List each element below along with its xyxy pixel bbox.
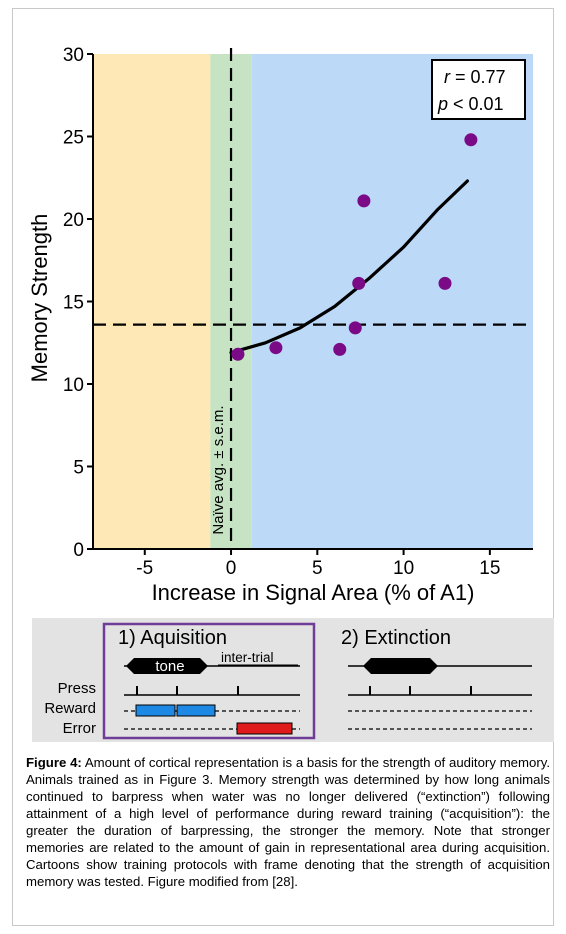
- r-symbol: r: [444, 67, 451, 87]
- x-tick-label: 10: [393, 558, 414, 579]
- reward-bar: [135, 704, 176, 717]
- tone-label: tone: [155, 658, 184, 675]
- caption-text: Amount of cortical representation is a b…: [26, 755, 551, 889]
- y-axis-label: Memory Strength: [27, 214, 52, 383]
- data-point: [438, 276, 452, 290]
- tick-labels: 0 5 10 15 20 25 30 -5 0 5 10 15: [63, 45, 501, 579]
- row-label-press: Press: [58, 680, 96, 697]
- x-tick-label: 5: [312, 558, 323, 579]
- x-tick-label: 15: [479, 558, 500, 579]
- naive-avg-label: Naïve avg. ± s.e.m.: [210, 405, 227, 534]
- protocol-panel-background: [32, 618, 554, 742]
- reference-lines: [93, 48, 533, 549]
- data-point: [357, 194, 371, 208]
- training-protocol-cartoon: 1) Aquisition 2) Extinction tone inter-t…: [32, 618, 554, 742]
- row-label-reward: Reward: [44, 700, 96, 717]
- svg-text:p < 0.01: p < 0.01: [437, 94, 504, 114]
- svg-text:r = 0.77: r = 0.77: [444, 67, 506, 87]
- fit-curve: [229, 179, 469, 355]
- x-axis-label: Increase in Signal Area (% of A1): [152, 580, 475, 605]
- y-tick-label: 15: [63, 293, 84, 314]
- intertrial-label: inter-trial: [221, 650, 274, 665]
- r-value: = 0.77: [450, 67, 506, 87]
- data-point: [464, 133, 478, 147]
- error-bar: [236, 722, 293, 735]
- acquisition-title: 1) Aquisition: [118, 627, 227, 649]
- acq-tone-block: [126, 658, 208, 674]
- x-tick-label: 0: [226, 558, 237, 579]
- y-tick-label: 5: [73, 458, 84, 479]
- stats-box: r = 0.77 p < 0.01: [431, 59, 526, 120]
- scatter-chart: 0 5 10 15 20 25 30 -5 0 5 10 15 Increase in Signal …: [27, 45, 533, 605]
- data-point: [348, 321, 362, 335]
- acquisition-frame: [102, 622, 316, 740]
- y-tick-label: 20: [63, 210, 84, 231]
- caption-label: Figure 4:: [26, 755, 82, 770]
- data-point: [333, 342, 347, 356]
- axes: [87, 53, 533, 555]
- y-tick-label: 0: [73, 540, 84, 561]
- data-point: [352, 276, 366, 290]
- fit-curve-layer: [229, 179, 469, 355]
- y-tick-label: 30: [63, 45, 84, 66]
- ext-tone-block: [363, 658, 438, 674]
- data-points: [231, 133, 478, 361]
- extinction-title: 2) Extinction: [341, 627, 451, 649]
- reward-bar: [176, 704, 216, 717]
- y-tick-label: 25: [63, 128, 84, 149]
- x-tick-label: -5: [136, 558, 153, 579]
- region-band-0: [93, 54, 211, 549]
- region-band-2: [251, 54, 533, 549]
- figure-caption: Figure 4: Amount of cortical representat…: [26, 754, 550, 890]
- background-regions: [93, 54, 533, 549]
- data-point: [231, 347, 245, 361]
- data-point: [269, 341, 283, 355]
- y-tick-label: 10: [63, 375, 84, 396]
- p-value: < 0.01: [448, 94, 504, 114]
- p-symbol: p: [437, 94, 448, 114]
- row-label-error: Error: [63, 720, 96, 737]
